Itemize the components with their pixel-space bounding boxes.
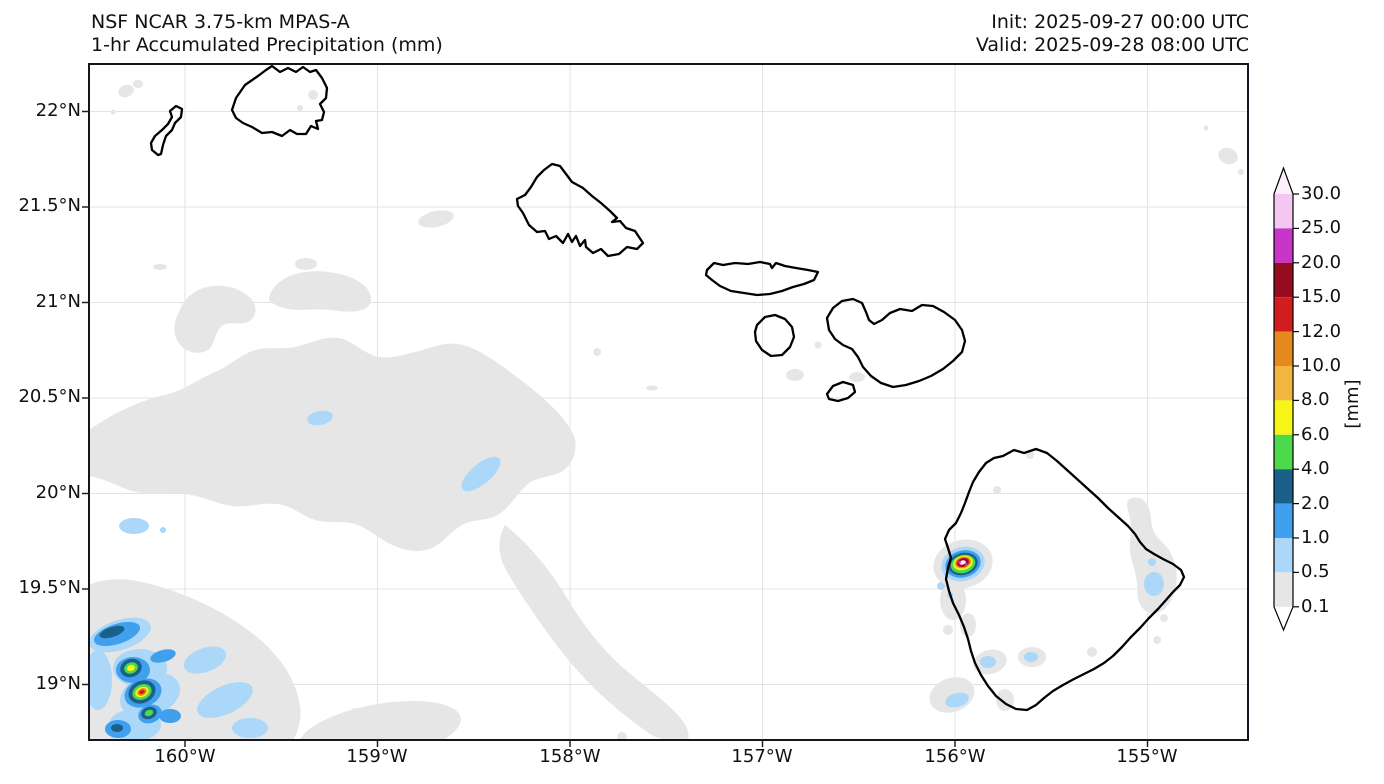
y-tick-label: 19.5°N xyxy=(18,577,81,598)
init-time: Init: 2025-09-27 00:00 UTC xyxy=(991,11,1249,33)
colorbar-tick-label: 30.0 xyxy=(1301,183,1342,204)
island-oahu xyxy=(515,162,645,258)
title-block: NSF NCAR 3.75-km MPAS-A 1-hr Accumulated … xyxy=(91,11,443,57)
axes-frame xyxy=(82,63,1249,747)
colorbar-segment xyxy=(1274,469,1293,504)
island-kahoolawe xyxy=(825,380,857,403)
field-title: 1-hr Accumulated Precipitation (mm) xyxy=(91,34,443,56)
colorbar-segment xyxy=(1274,572,1293,607)
colorbar-under-arrow xyxy=(1274,606,1293,630)
colorbar-tick-label: 0.1 xyxy=(1301,596,1330,617)
island-hawaii xyxy=(943,447,1186,712)
colorbar-ticks xyxy=(1293,193,1299,608)
colorbar-tick-label: 10.0 xyxy=(1301,355,1342,376)
colorbar-segment xyxy=(1274,538,1293,573)
colorbar-segment xyxy=(1274,297,1293,332)
island-kauai xyxy=(230,64,329,138)
colorbar-tick-label: 4.0 xyxy=(1301,458,1330,479)
island-coastlines xyxy=(149,64,1186,712)
x-tick-label: 157°W xyxy=(731,746,793,767)
island-lanai xyxy=(753,313,796,358)
colorbar-units-label: [mm] xyxy=(1342,379,1363,429)
colorbar-segment xyxy=(1274,331,1293,366)
colorbar-segment xyxy=(1274,434,1293,470)
colorbar-segment xyxy=(1274,503,1293,538)
y-tick-label: 21.5°N xyxy=(18,195,81,216)
colorbar-tick-label: 2.0 xyxy=(1301,493,1330,514)
colorbar-tick-label: 1.0 xyxy=(1301,527,1330,548)
precipitation-layer xyxy=(89,80,1244,740)
x-tick-label: 155°W xyxy=(1116,746,1178,767)
colorbar-segment xyxy=(1274,366,1293,401)
sw-convective-cluster xyxy=(93,621,181,738)
colorbar-tick-label: 12.0 xyxy=(1301,321,1342,342)
colorbar-over-arrow xyxy=(1274,168,1293,194)
colorbar-tick-label: 25.0 xyxy=(1301,217,1342,238)
time-block: Init: 2025-09-27 00:00 UTC Valid: 2025-09… xyxy=(976,11,1249,57)
x-tick-label: 158°W xyxy=(539,746,601,767)
colorbar-segment xyxy=(1274,400,1293,435)
y-tick-label: 20.5°N xyxy=(18,386,81,407)
colorbar-segment xyxy=(1274,228,1293,263)
colorbar-segment xyxy=(1274,262,1293,298)
island-molokai xyxy=(704,260,820,297)
model-title: NSF NCAR 3.75-km MPAS-A xyxy=(91,11,350,33)
colorbar-tick-label: 0.5 xyxy=(1301,561,1330,582)
island-niihau xyxy=(149,104,184,157)
y-tick-label: 22°N xyxy=(35,100,81,121)
island-maui xyxy=(825,297,967,389)
colorbar-tick-label: 8.0 xyxy=(1301,389,1330,410)
colorbar-tick-label: 20.0 xyxy=(1301,252,1342,273)
colorbar-tick-label: 15.0 xyxy=(1301,286,1342,307)
light-precip-areas xyxy=(89,80,1244,740)
x-tick-label: 160°W xyxy=(154,746,216,767)
x-tick-label: 156°W xyxy=(924,746,986,767)
colorbar-segment xyxy=(1274,194,1293,229)
colorbar-tick-label: 6.0 xyxy=(1301,424,1330,445)
y-tick-label: 20°N xyxy=(35,482,81,503)
y-tick-label: 21°N xyxy=(35,291,81,312)
x-tick-label: 159°W xyxy=(346,746,408,767)
y-tick-label: 19°N xyxy=(35,673,81,694)
valid-time: Valid: 2025-09-28 08:00 UTC xyxy=(975,34,1249,56)
colorbar xyxy=(1273,166,1299,632)
